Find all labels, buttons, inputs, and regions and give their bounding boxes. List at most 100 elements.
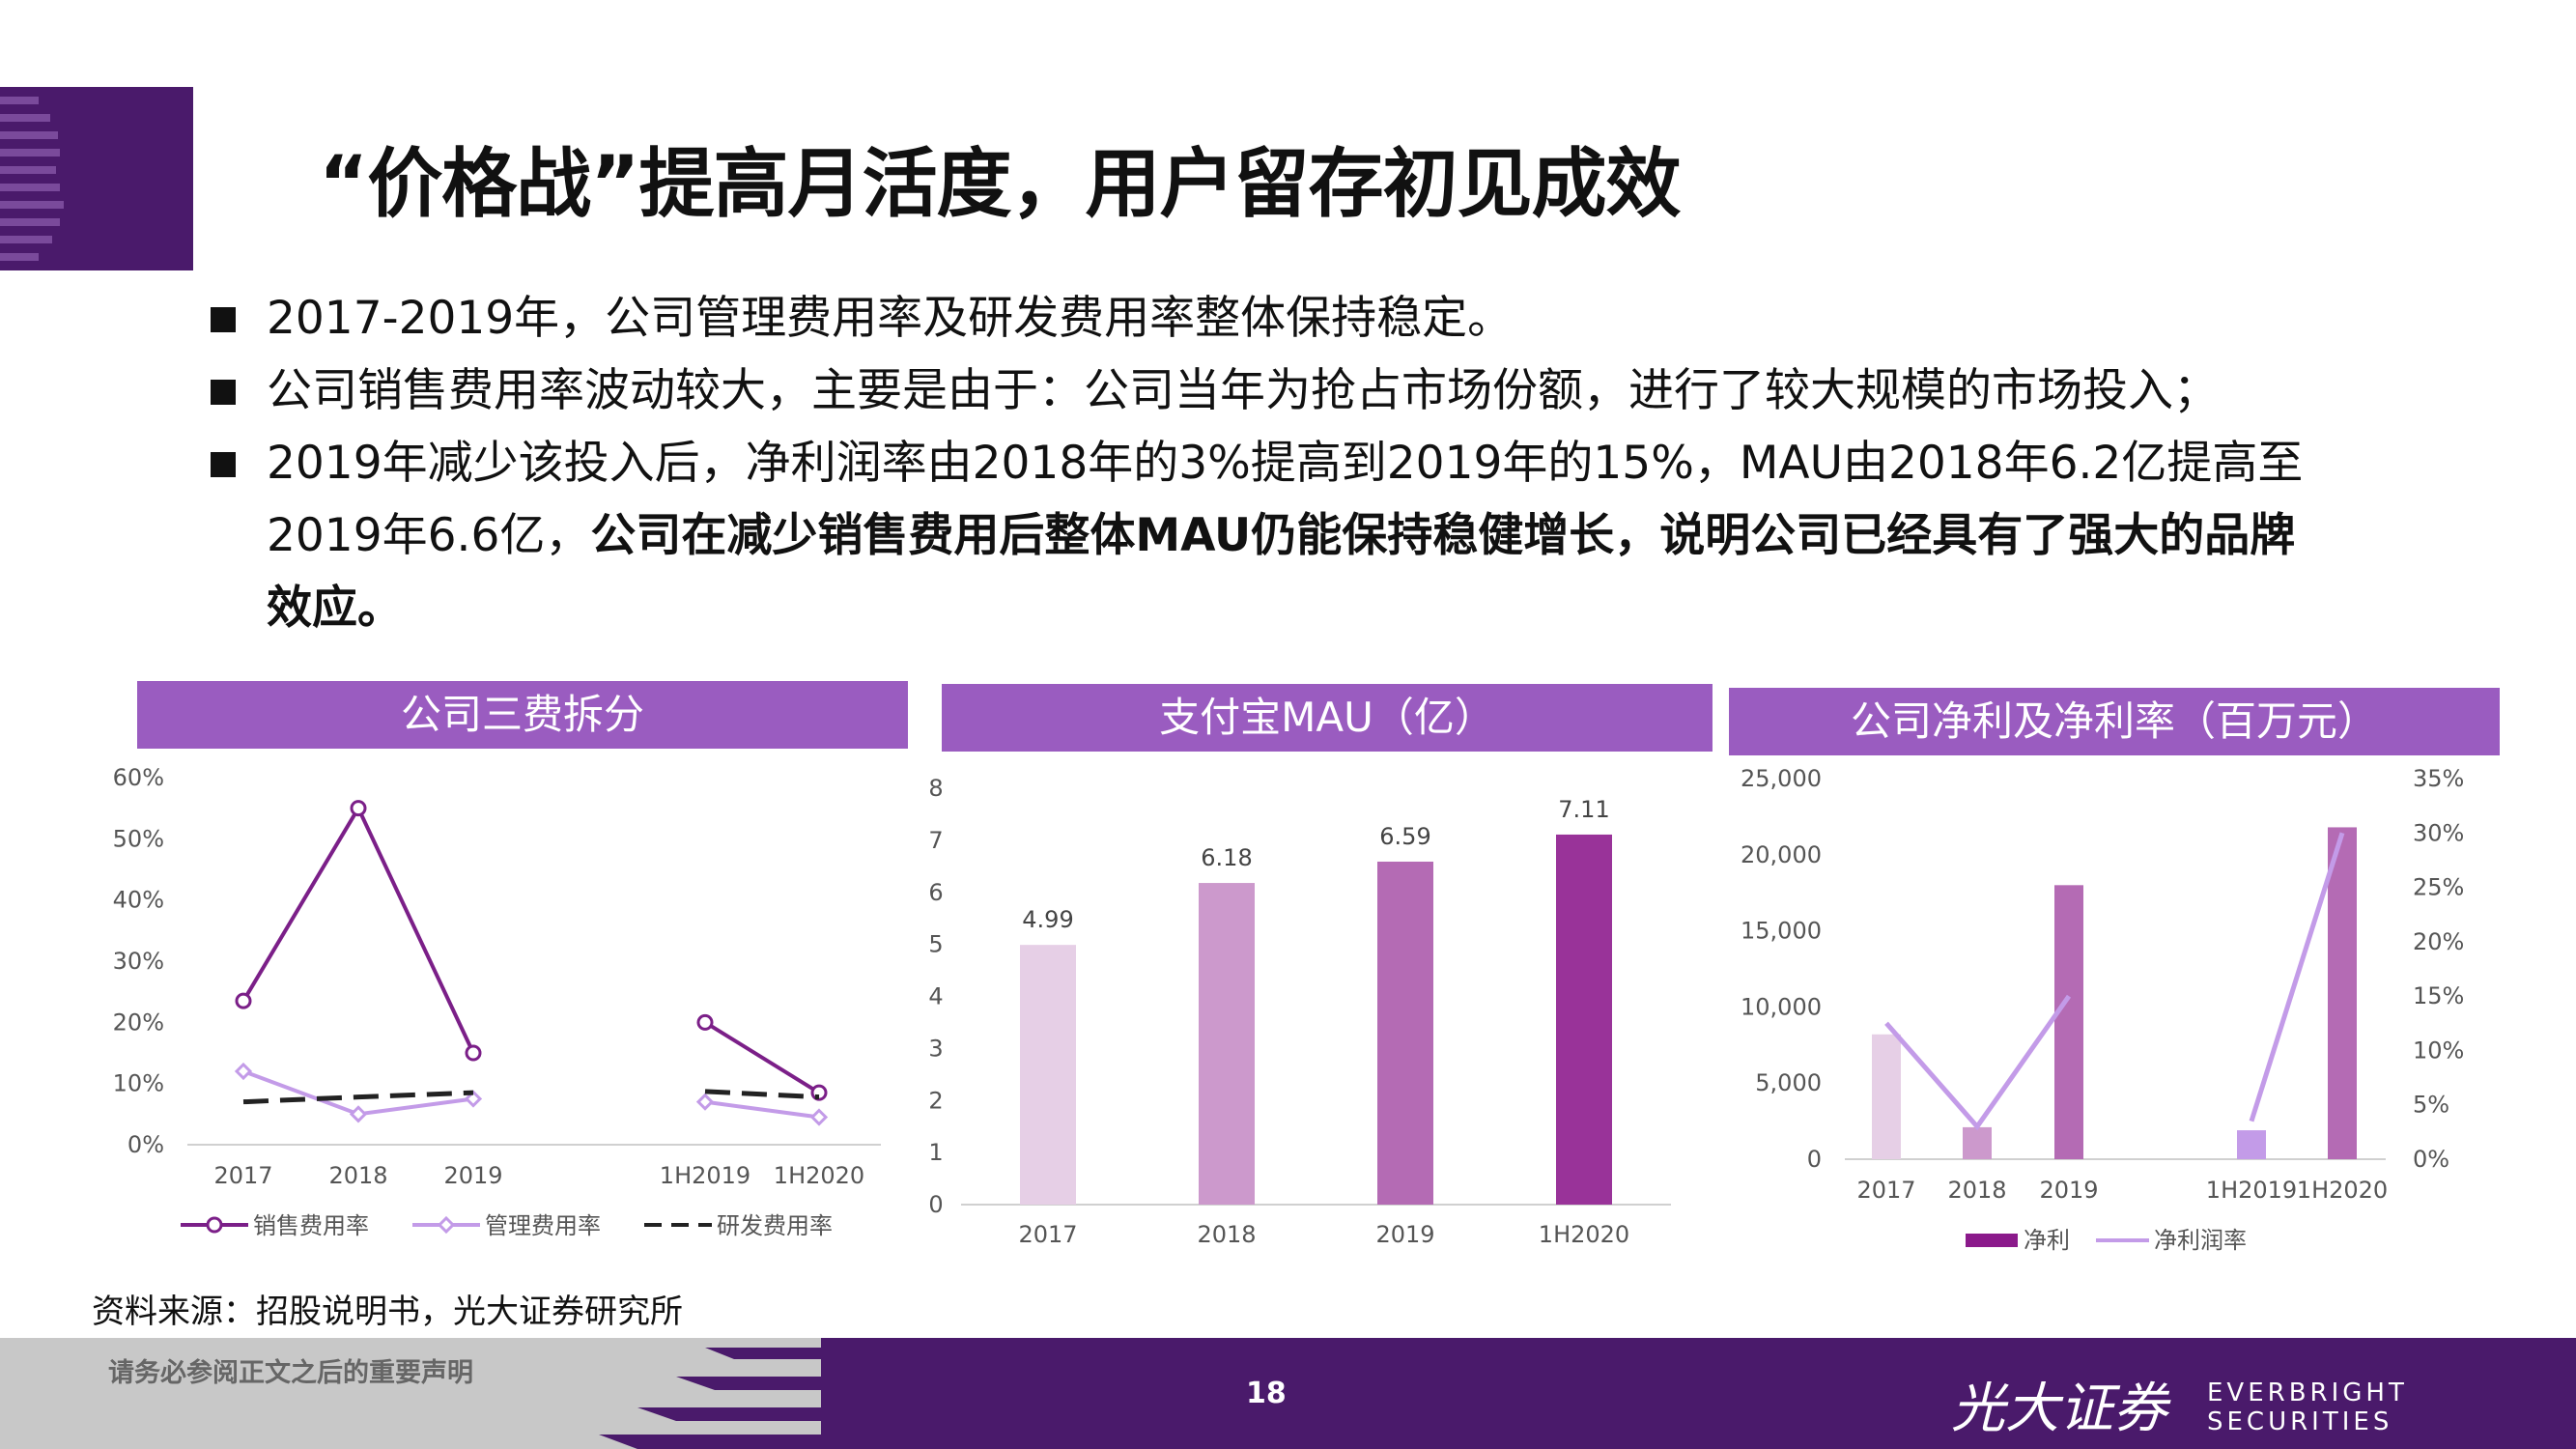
series-line — [704, 1099, 820, 1120]
bar — [1556, 834, 1612, 1205]
page-number: 18 — [1246, 1377, 1287, 1410]
y-tick-label: 5 — [928, 931, 943, 958]
chart-title: 支付宝MAU（亿） — [942, 684, 1713, 752]
series-line — [242, 1090, 474, 1105]
x-tick-label: 2018 — [328, 1162, 387, 1189]
x-tick-label: 2019 — [2039, 1177, 2098, 1204]
x-tick-label: 2018 — [1197, 1221, 1256, 1248]
legend-marker — [206, 1216, 223, 1234]
x-tick-label: 2018 — [1947, 1177, 2006, 1204]
series-line — [1884, 994, 2072, 1131]
bar — [2054, 885, 2083, 1159]
legend-marker — [437, 1215, 456, 1235]
bar — [1872, 1034, 1901, 1159]
data-point — [695, 1093, 715, 1111]
brand-name-en: EVERBRIGHT SECURITIES — [2207, 1378, 2408, 1436]
series-line — [241, 804, 475, 1054]
net-profit-chart: 公司净利及净利率（百万元） 0 5,000 10,000 15,000 20,000 25… — [1729, 688, 2500, 1267]
y-tick-label: 4 — [928, 983, 943, 1010]
chart-title: 公司净利及净利率（百万元） — [1729, 688, 2500, 755]
legend-label: 研发费用率 — [717, 1212, 833, 1239]
data-label: 4.99 — [1022, 906, 1073, 933]
data-point — [234, 1062, 253, 1081]
footer: 请务必参阅正文之后的重要声明 18 光大证券 EVERBRIGHT SECURI… — [0, 1338, 2576, 1449]
y-right-tick-label: 30% — [2413, 819, 2464, 846]
brand-logo-cn: 光大证券 — [1951, 1378, 2167, 1440]
bullet-item: 2019年减少该投入后，净利润率由2018年的3%提高到2019年的15%，MA… — [205, 427, 2330, 644]
bar — [1199, 883, 1255, 1205]
logo-stripes-icon — [0, 97, 64, 261]
y-tick-label: 0 — [928, 1191, 943, 1218]
y-right-tick-label: 5% — [2413, 1092, 2449, 1119]
bar — [1963, 1126, 1992, 1159]
mau-chart: 支付宝MAU（亿） 0 1 2 3 4 5 6 7 8 4.99 2017 6.18 2018 6.59 2… — [928, 684, 1713, 1264]
data-label: 6.18 — [1201, 844, 1252, 871]
legend-label: 管理费用率 — [485, 1212, 601, 1239]
series-line — [704, 1089, 820, 1100]
footer-stripes-icon — [599, 1348, 821, 1449]
legend-label: 净利 — [2024, 1227, 2070, 1254]
data-point — [235, 992, 252, 1009]
bar — [1377, 861, 1433, 1205]
y-left-tick-label: 0 — [1807, 1146, 1822, 1173]
data-point — [350, 800, 367, 817]
square-bullet-icon — [211, 452, 236, 477]
bullet-text: 2017-2019年，公司管理费用率及研发费用率整体保持稳定。 — [267, 292, 1514, 345]
y-tick-label: 6 — [928, 879, 943, 906]
y-left-tick-label: 10,000 — [1741, 993, 1822, 1020]
y-left-tick-label: 15,000 — [1741, 918, 1822, 945]
expense-ratio-svg: 0% 10% 20% 30% 40% 50% 60% 2017 2018 2019 1H2019 1H… — [113, 764, 881, 1239]
bullet-list: 2017-2019年，公司管理费用率及研发费用率整体保持稳定。 公司销售费用率波… — [205, 282, 2330, 644]
corner-logo — [0, 87, 193, 270]
y-right-tick-label: 15% — [2413, 982, 2464, 1009]
y-tick-label: 3 — [928, 1035, 943, 1062]
y-tick-label: 50% — [113, 825, 164, 852]
x-tick-label: 1H2020 — [1539, 1221, 1629, 1248]
y-tick-label: 0% — [127, 1131, 164, 1158]
y-right-tick-label: 25% — [2413, 874, 2464, 901]
square-bullet-icon — [211, 380, 236, 405]
bar — [2328, 827, 2357, 1159]
legend-label: 净利润率 — [2154, 1227, 2247, 1254]
y-left-tick-label: 25,000 — [1741, 765, 1822, 792]
y-tick-label: 1 — [928, 1139, 943, 1166]
data-point — [696, 1013, 714, 1031]
y-right-tick-label: 0% — [2413, 1146, 2449, 1173]
x-tick-label: 2017 — [1856, 1177, 1915, 1204]
y-tick-label: 7 — [928, 827, 943, 854]
y-right-tick-label: 10% — [2413, 1037, 2464, 1064]
x-tick-label: 2019 — [1375, 1221, 1434, 1248]
data-point — [465, 1044, 482, 1062]
square-bullet-icon — [211, 307, 236, 332]
data-label: 6.59 — [1379, 823, 1430, 850]
chart-title: 公司三费拆分 — [137, 681, 908, 749]
bullet-text: 2019年减少该投入后，净利润率由2018年的3%提高到2019年的15%，MA… — [267, 437, 2304, 562]
bullet-item: 2017-2019年，公司管理费用率及研发费用率整体保持稳定。 — [205, 282, 2330, 355]
bullet-item: 公司销售费用率波动较大，主要是由于：公司当年为抢占市场份额，进行了较大规模的市场… — [205, 355, 2330, 427]
bar — [2237, 1130, 2266, 1159]
footer-grey-band: 请务必参阅正文之后的重要声明 — [0, 1338, 821, 1449]
series-line — [2249, 832, 2345, 1122]
bar — [1020, 945, 1076, 1205]
y-left-tick-label: 5,000 — [1755, 1069, 1822, 1096]
x-tick-label: 2017 — [1018, 1221, 1077, 1248]
disclaimer: 请务必参阅正文之后的重要声明 — [108, 1358, 473, 1388]
x-tick-label: 1H2020 — [774, 1162, 864, 1189]
x-tick-label: 2017 — [213, 1162, 272, 1189]
page-title: “价格战”提高月活度，用户留存初见成效 — [319, 141, 1682, 228]
legend-label: 销售费用率 — [253, 1212, 369, 1239]
y-tick-label: 8 — [928, 775, 943, 802]
y-right-tick-label: 20% — [2413, 928, 2464, 955]
x-tick-label: 1H2019 — [2206, 1177, 2297, 1204]
data-point — [349, 1105, 368, 1123]
y-tick-label: 40% — [113, 887, 164, 914]
y-right-tick-label: 35% — [2413, 765, 2464, 792]
data-point — [464, 1090, 483, 1108]
expense-ratio-chart: 公司三费拆分 0% 10% 20% 30% 40% 50% 60% 2017 2018 2019 1… — [113, 681, 908, 1261]
y-tick-label: 10% — [113, 1070, 164, 1097]
y-left-tick-label: 20,000 — [1741, 841, 1822, 868]
data-point — [810, 1084, 828, 1101]
x-tick-label: 1H2020 — [2297, 1177, 2388, 1204]
x-tick-label: 2019 — [443, 1162, 502, 1189]
y-tick-label: 30% — [113, 948, 164, 975]
